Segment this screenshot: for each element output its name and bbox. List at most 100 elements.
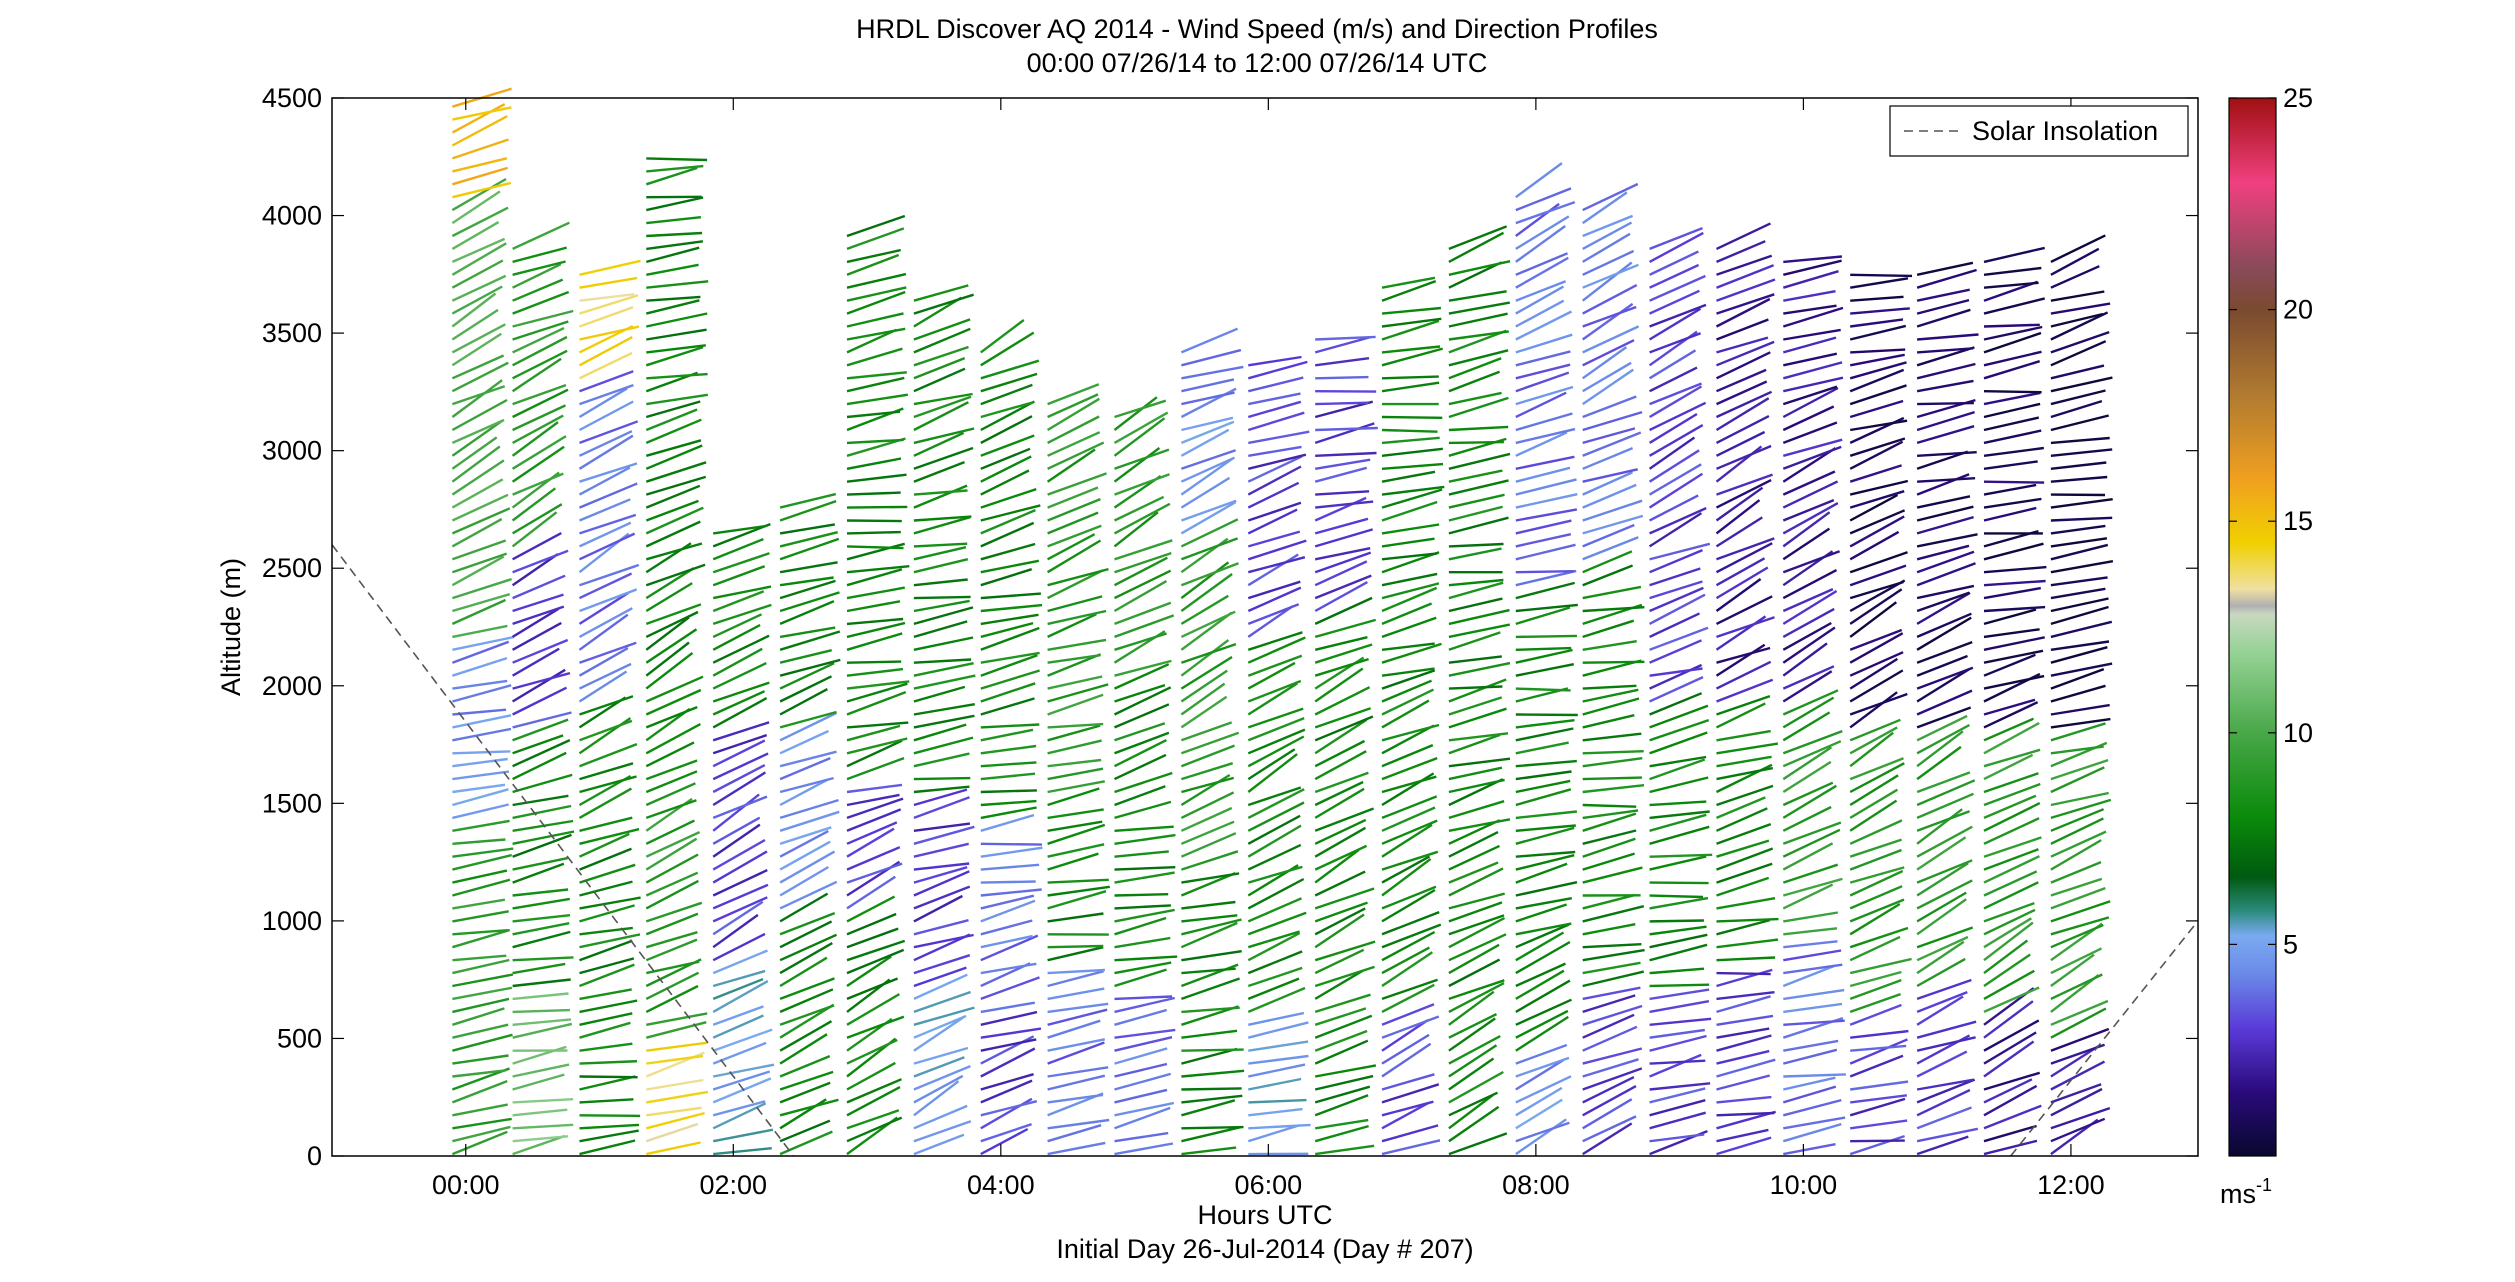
chart-title: HRDL Discover AQ 2014 - Wind Speed (m/s)… (856, 14, 1658, 44)
wind-barb (1247, 586, 1302, 613)
wind-barb (1180, 731, 1240, 755)
wind-barb (1983, 836, 2042, 858)
wind-barb (512, 1063, 570, 1078)
wind-barb (1850, 1094, 1907, 1104)
wind-barb (1181, 918, 1242, 936)
wind-barb (913, 1014, 967, 1039)
wind-barb (1180, 611, 1233, 651)
wind-barb (846, 473, 907, 483)
wind-barb (1047, 524, 1102, 548)
wind-barb (451, 115, 508, 147)
wind-barb (913, 870, 970, 897)
wind-barb (512, 739, 571, 768)
wind-barb (913, 714, 975, 729)
wind-barb (1916, 668, 1970, 703)
wind-barb (512, 1073, 565, 1091)
wind-barb (1314, 686, 1371, 716)
wind-barb (980, 863, 1040, 871)
wind-barb (1047, 1008, 1108, 1026)
wind-barb (1849, 588, 1903, 625)
wind-barb (452, 656, 508, 677)
wind-barb (1716, 862, 1773, 884)
wind-barb (1248, 1021, 1309, 1039)
wind-barb (579, 259, 641, 276)
wind-barb (1515, 570, 1574, 574)
wind-barb (1582, 1025, 1638, 1052)
wind-barb (579, 1123, 640, 1130)
wind-barb (1448, 958, 1501, 988)
wind-barb (1850, 307, 1910, 315)
wind-barb (1582, 368, 1634, 406)
wind-barb (712, 1077, 772, 1104)
wind-barb (452, 624, 508, 639)
wind-barb (846, 737, 908, 755)
wind-barb (1114, 904, 1171, 910)
wind-barb (779, 499, 837, 522)
wind-barb (1649, 692, 1703, 716)
wind-barb (512, 472, 564, 496)
wind-barb (579, 957, 635, 975)
wind-barb (1649, 1133, 1705, 1143)
wind-barb (579, 1129, 639, 1143)
wind-barb (1047, 808, 1104, 820)
wind-barb (1916, 779, 1976, 807)
wind-barb (512, 574, 566, 600)
wind-barb (980, 899, 1036, 923)
wind-barb (1849, 580, 1904, 600)
wind-barb (1582, 776, 1643, 781)
wind-barb (1448, 493, 1505, 509)
wind-barb (646, 328, 707, 341)
wind-barb (1649, 813, 1707, 832)
x-tick-label: 10:00 (1770, 1170, 1838, 1200)
wind-barb (1515, 543, 1576, 561)
wind-barb (1381, 1015, 1440, 1039)
wind-barb (1047, 970, 1104, 988)
wind-barb (1649, 810, 1710, 820)
wind-barb (1314, 1039, 1369, 1065)
y-tick-label: 2500 (262, 553, 322, 583)
wind-barb (913, 489, 968, 496)
wind-barb (1381, 923, 1442, 949)
wind-barb (1248, 445, 1302, 457)
wind-profile (1648, 226, 1713, 1156)
wind-barb (646, 372, 708, 380)
wind-barb (913, 367, 966, 393)
wind-barb (1247, 786, 1302, 807)
wind-barb (1983, 416, 2040, 432)
wind-barb (913, 595, 971, 600)
wind-barb (1783, 1073, 1846, 1078)
wind-barb (1381, 699, 1430, 729)
wind-barb (2050, 953, 2095, 987)
wind-barb (578, 647, 629, 677)
wind-barb (579, 293, 635, 302)
wind-barb (1582, 550, 1633, 574)
wind-barb (579, 926, 633, 936)
wind-barb (913, 516, 971, 535)
wind-barb (1649, 1000, 1710, 1014)
wind-barb (1849, 691, 1898, 729)
wind-barb (579, 762, 634, 781)
wind-barb (1916, 268, 1977, 289)
wind-barb (712, 980, 769, 1013)
wind-barb (1983, 721, 2040, 755)
wind-barb (2050, 900, 2111, 923)
wind-barb (846, 621, 906, 639)
wind-barb (1180, 561, 1230, 600)
wind-barb (1448, 581, 1504, 600)
wind-barb (1515, 922, 1572, 936)
wind-barb (913, 1120, 972, 1143)
wind-barb (913, 401, 969, 432)
wind-barb (1715, 660, 1772, 690)
wind-barb (1114, 1072, 1172, 1091)
wind-barb (2050, 265, 2100, 289)
wind-barb (1716, 1027, 1770, 1039)
wind-barb (1782, 306, 1844, 328)
wind-barb (452, 727, 512, 742)
wind-barb (1114, 850, 1169, 858)
wind-barb (1247, 455, 1303, 483)
wind-barb (846, 617, 904, 626)
wind-barb (1314, 422, 1375, 445)
wind-barb (1314, 1014, 1373, 1039)
wind-barb (2050, 389, 2106, 406)
wind-barb (1983, 350, 2042, 367)
